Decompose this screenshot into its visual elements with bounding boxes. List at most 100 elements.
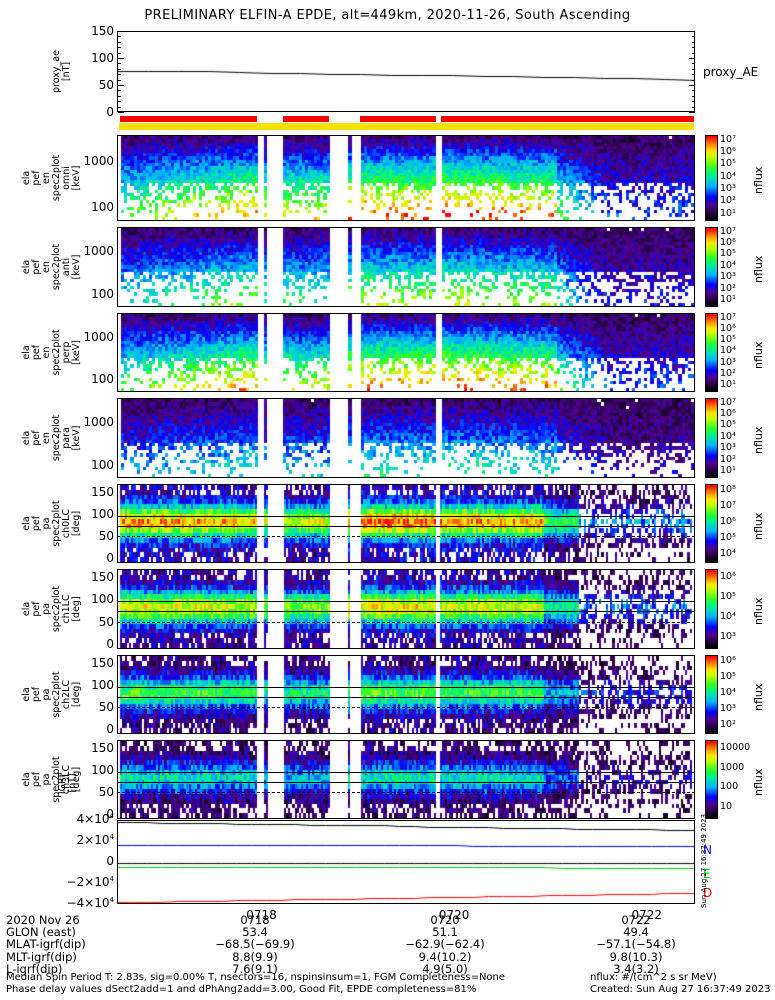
panel-ytick: 100 [91,287,114,302]
colorbar-label: nflux [752,597,765,625]
footer-row-label: MLAT-igrf(dip) [6,937,86,952]
spectrogram-panel-1[interactable] [117,227,695,307]
colorbar-tick: 10⁷ [720,396,736,408]
footer-row-value: 9.8(10.3) [609,949,663,964]
colorbar-tick: 10² [720,367,736,379]
colorbar-label: nflux [752,341,765,369]
colorbar-tick: 10⁵ [720,334,736,346]
footer-row-value: 0718 [240,913,270,927]
proxy-ae-axis-label: proxy_ae [nT] [51,50,72,93]
spectrogram-panel-6[interactable] [117,655,695,734]
colorbar-tick: 10⁴ [720,345,736,357]
panel-ytick: 50 [98,614,114,629]
proxy-ae-panel[interactable] [117,31,695,112]
footer-row-value: 53.4 [242,925,268,940]
anti-loss-cone-line [117,707,695,709]
panel-ytick: 100 [91,592,114,607]
colorbar-4 [705,484,718,563]
colorbar-tick: 10⁸ [720,484,736,496]
footer-row-value: 8.8(9.9) [232,949,278,964]
red-bar-segment [119,116,258,122]
igrf-legend-n: N [703,843,712,857]
igrf-panel[interactable] [117,820,695,904]
colorbar-gradient [706,656,717,733]
loss-cone-line [117,525,695,527]
axis-tick [692,68,695,70]
spectrogram-panel-5[interactable] [117,569,695,649]
footer-row-label: MLT-igrf(dip) [6,949,77,964]
x-tick-label: 0722 [631,908,663,922]
axis-tick [118,58,124,59]
colorbar-label: nflux [752,426,765,454]
spectrogram-panel-0[interactable] [117,135,695,221]
axis-tick [118,52,121,54]
axis-tick [692,63,695,65]
loss-cone-line [117,601,695,602]
panel-ytick: 1000 [83,153,114,168]
axis-tick [692,36,695,38]
panel-ytick: 100 [91,678,114,693]
panel-ytick: 50 [98,529,114,544]
axis-tick [118,68,121,70]
colorbar-tick: 10³ [720,702,736,714]
spectrogram-image [118,741,694,818]
axis-tick [692,79,695,81]
colorbar-tick: 10⁶ [720,408,736,419]
x-tick-label: 0718 [246,908,277,922]
colorbar-label: nflux [752,255,765,283]
axis-tick [118,85,124,86]
spectrogram-image [118,228,694,306]
axis-tick [692,101,695,103]
axis-tick [118,74,121,76]
colorbar-label: nflux [752,683,765,711]
spectrogram-panel-3[interactable] [117,398,695,478]
igrf-line-plot [118,821,694,903]
colorbar-tick: 10⁶ [720,146,736,158]
panel-ytick: 0 [106,722,114,737]
axis-tick [689,58,695,59]
panel-ytick: 0 [106,551,114,566]
colorbar-tick: 10⁷ [720,500,736,512]
colorbar-tick: 10² [720,718,736,730]
spectrogram-image [118,314,694,391]
colorbar-tick: 10⁴ [720,430,736,442]
panel-ytick: 1000 [83,244,114,258]
colorbar-tick: 10⁶ [720,515,736,527]
igrf-ytick: −4×104 [66,896,114,910]
panel-ytick: 150 [91,570,114,584]
igrf-legend-e: E [703,867,711,881]
spectrogram-panel-2[interactable] [117,313,695,392]
colorbar-tick: 1000 [720,761,745,773]
loss-cone-line [117,696,695,698]
igrf-ytick: 4×104 [76,812,114,826]
axis-tick [689,85,695,86]
colorbar-tick: 10¹ [720,379,736,391]
proxy-ae-ytick: 100 [91,51,114,65]
colorbar-tick: 10⁵ [720,158,736,170]
axis-tick [118,63,121,65]
axis-tick [118,112,124,113]
colorbar-tick: 10³ [720,631,736,642]
panel-ytick: 1000 [83,415,114,429]
data-coverage-yellow-bar [117,123,695,130]
panel-ytick: 50 [98,700,114,715]
colorbar-gradient [706,741,717,818]
colorbar-tick: 10¹ [720,294,736,306]
colorbar-tick: 10³ [720,271,736,283]
colorbar-tick: 10⁵ [720,531,736,543]
spectrogram-panel-7[interactable] [117,740,695,819]
colorbar-tick: 10¹ [720,207,736,219]
panel-ytick: 0 [106,637,114,652]
proxy-ae-ytick: 0 [106,105,114,119]
panel-ytick: 150 [91,655,114,670]
colorbar-tick: 10⁵ [720,248,736,260]
footer-row-value: 4.9(5.0) [422,961,468,976]
colorbar-tick: 10⁴ [720,611,736,622]
panel-ytick: 0 [106,807,114,822]
colorbar-gradient [706,136,717,220]
panel-ytick: 100 [91,763,114,778]
spectrogram-panel-4[interactable] [117,484,695,563]
footer-row-value: −68.5(−69.9) [215,937,295,952]
colorbar-tick: 100 [720,781,739,793]
igrf-ytick: 2×104 [76,833,114,847]
